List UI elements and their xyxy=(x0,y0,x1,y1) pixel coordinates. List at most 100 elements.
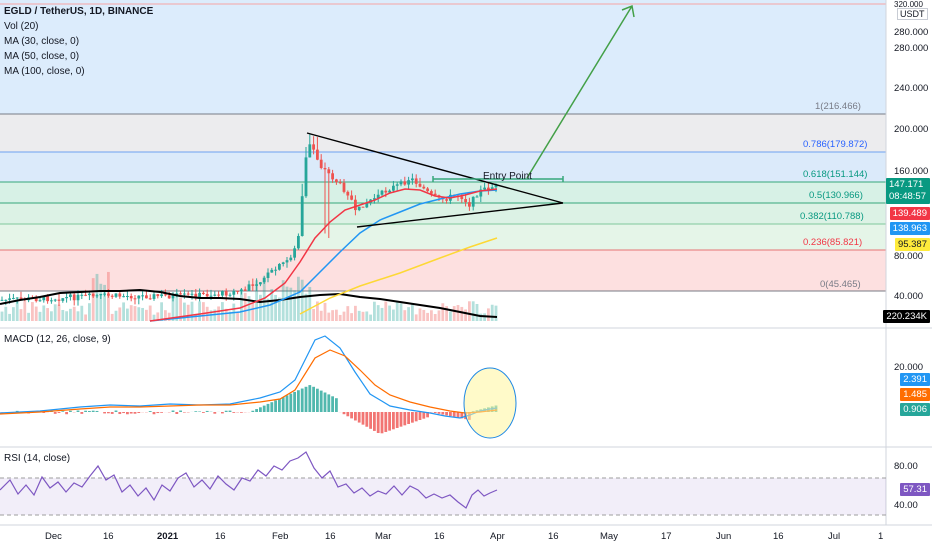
macd-histogram-bar xyxy=(129,412,133,414)
volume-bar xyxy=(91,278,95,321)
fib-zone-top xyxy=(0,0,886,114)
volume-bar xyxy=(342,311,346,321)
candle-body xyxy=(114,293,118,297)
candle-body xyxy=(194,293,198,298)
price-axis-label: 40.000 xyxy=(894,291,924,302)
volume-bar xyxy=(72,306,76,321)
macd-histogram-bar xyxy=(213,412,217,414)
volume-bar xyxy=(42,305,46,321)
volume-bar xyxy=(433,314,437,321)
macd-histogram-bar xyxy=(171,410,175,412)
candle-body xyxy=(464,199,467,203)
candle-body xyxy=(12,297,15,299)
candle-body xyxy=(285,260,289,263)
candle-body xyxy=(388,190,391,193)
candle-body xyxy=(289,257,293,261)
volume-bar xyxy=(247,296,251,321)
price-axis-label: 200.000 xyxy=(894,124,929,135)
volume-bar xyxy=(118,307,122,321)
macd-pane xyxy=(0,335,517,439)
candle-body xyxy=(19,297,23,299)
signal-line xyxy=(0,349,498,415)
macd-histogram-bar xyxy=(114,410,118,412)
macd-histogram-bar xyxy=(103,412,106,414)
volume-bar xyxy=(452,306,456,321)
candle-body xyxy=(471,196,475,207)
volume-bar xyxy=(103,284,106,321)
candle-body xyxy=(338,182,342,184)
rsi-pane xyxy=(0,451,886,516)
candle-body xyxy=(395,184,399,186)
volume-bar xyxy=(110,313,114,321)
indicator-ma100[interactable]: MA (100, close, 0) xyxy=(4,66,85,77)
volume-bar xyxy=(179,297,182,321)
macd-histogram-bar xyxy=(304,386,308,412)
candle-body xyxy=(137,295,141,299)
fib-zone-0382-0236 xyxy=(0,224,886,250)
signal-line-tag: 1.485 xyxy=(900,388,930,401)
volume-bar xyxy=(183,302,186,321)
volume-bar xyxy=(304,293,308,321)
macd-histogram-bar xyxy=(53,412,57,414)
volume-bar xyxy=(194,313,198,321)
entry-point-annotation[interactable]: Entry Point xyxy=(483,171,532,182)
candle-body xyxy=(221,291,224,296)
histogram-tag: 0.906 xyxy=(900,403,930,416)
candle-body xyxy=(430,191,433,194)
candle-body xyxy=(426,188,429,192)
volume-bar xyxy=(88,303,91,321)
macd-histogram-bar xyxy=(133,412,137,414)
fib-zone-0618-05 xyxy=(0,182,886,203)
volume-bar xyxy=(12,307,15,321)
volume-bar xyxy=(430,310,433,321)
indicator-ma30[interactable]: MA (30, close, 0) xyxy=(4,36,80,47)
macd-histogram-bar xyxy=(357,412,361,423)
currency-button[interactable]: USDT xyxy=(897,8,928,20)
rsi-legend[interactable]: RSI (14, close) xyxy=(4,453,71,464)
indicator-ma50[interactable]: MA (50, close, 0) xyxy=(4,51,80,62)
price-axis-label: 80.000 xyxy=(894,251,924,262)
candle-body xyxy=(217,294,220,296)
volume-bar xyxy=(460,306,464,321)
candle-body xyxy=(34,298,38,302)
macd-histogram-bar xyxy=(373,412,376,431)
macd-histogram-bar xyxy=(118,412,122,415)
volume-bar xyxy=(392,309,395,321)
macd-legend[interactable]: MACD (12, 26, close, 9) xyxy=(4,334,111,345)
fib-label-05: 0.5(130.966) xyxy=(809,190,863,201)
ma30-price-tag: 139.489 xyxy=(889,207,930,220)
volume-bar xyxy=(205,306,209,321)
time-axis-label: 16 xyxy=(103,531,114,542)
triangle-pattern[interactable] xyxy=(306,4,635,228)
ma-50-line xyxy=(149,189,498,322)
main-legend[interactable]: EGLD / TetherUS, 1D, BINANCE Vol (20) MA… xyxy=(4,4,153,79)
candle-body xyxy=(38,300,42,302)
macd-histogram-bar xyxy=(312,386,315,412)
volume-bar xyxy=(285,286,289,321)
candle-body xyxy=(259,282,262,285)
price-axis-label: 240.000 xyxy=(894,83,929,94)
candle-body xyxy=(475,196,479,198)
macd-histogram-bar xyxy=(148,411,152,412)
volume-bar xyxy=(50,311,53,321)
candle-body xyxy=(8,298,11,300)
macd-histogram-bar xyxy=(42,412,46,413)
volume-bar xyxy=(31,302,34,321)
volume-bar xyxy=(278,297,281,321)
volume-bar xyxy=(126,308,129,321)
macd-histogram-bar xyxy=(399,412,403,427)
volume-bar xyxy=(152,314,156,321)
candle-body xyxy=(232,290,236,295)
macd-histogram-bar xyxy=(65,412,68,415)
macd-histogram-bar xyxy=(319,390,323,412)
macd-cross-highlight xyxy=(463,367,517,439)
time-axis-label: 16 xyxy=(434,531,445,542)
candle-body xyxy=(266,272,270,278)
macd-histogram-bar xyxy=(414,412,418,422)
symbol-title[interactable]: EGLD / TetherUS, 1D, BINANCE xyxy=(4,6,154,17)
candle-body xyxy=(407,180,410,185)
indicator-vol[interactable]: Vol (20) xyxy=(4,21,39,32)
volume-bar xyxy=(338,314,342,321)
